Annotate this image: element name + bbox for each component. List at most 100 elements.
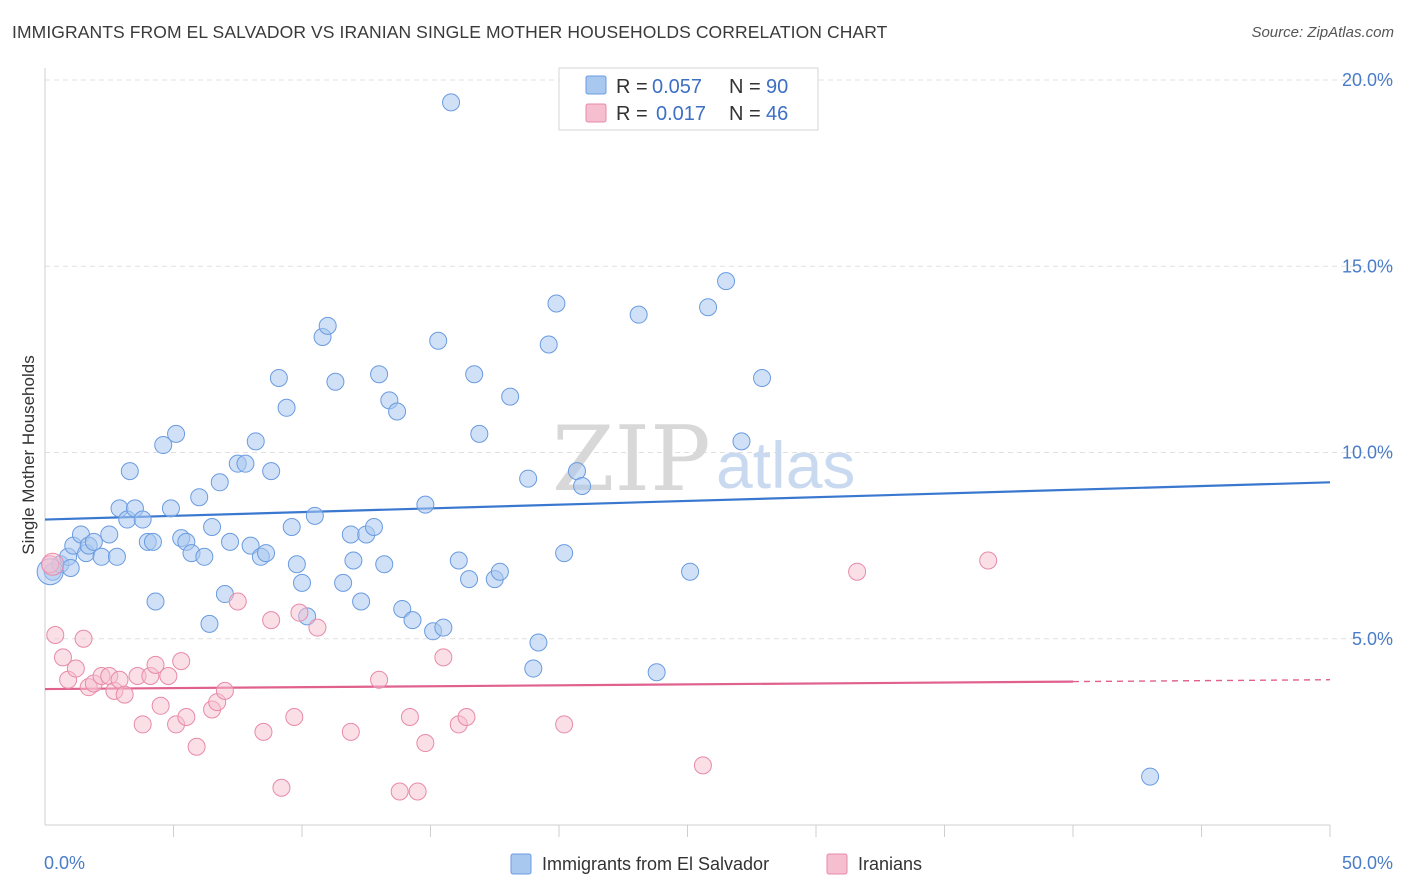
- iranians-point: [46, 626, 65, 645]
- legend-r-value-2: 0.017: [656, 103, 706, 125]
- el-salvador-point: [416, 495, 435, 514]
- el-salvador-point: [282, 518, 301, 536]
- iranians-point: [555, 715, 574, 734]
- el-salvador-point: [375, 555, 394, 574]
- el-salvador-point: [699, 298, 718, 317]
- el-salvador-point: [167, 424, 186, 443]
- iranians-point: [434, 648, 453, 667]
- iranians-point: [146, 655, 165, 674]
- legend-swatch-blue: [585, 75, 607, 95]
- el-salvador-point: [460, 570, 479, 589]
- legend-n-label-1: N =: [729, 76, 761, 98]
- source-credit: Source: ZipAtlas.com: [1251, 24, 1394, 41]
- y-tick-label: 15.0%: [1342, 256, 1393, 276]
- el-salvador-point: [334, 573, 353, 592]
- el-salvador-point: [143, 532, 162, 551]
- el-salvador-point: [629, 305, 648, 324]
- el-salvador-point: [262, 462, 281, 481]
- iranians-point: [390, 782, 409, 801]
- iranians-point: [308, 618, 327, 637]
- el-salvador-point: [647, 663, 666, 682]
- el-salvador-point: [529, 633, 548, 652]
- x-tick-labels: 0.0% 50.0%: [44, 853, 1393, 873]
- trend-lines: [44, 481, 1331, 691]
- iranians-point: [290, 603, 309, 622]
- el-salvador-point: [195, 547, 214, 566]
- bottom-legend-swatch-blue: [510, 853, 532, 875]
- el-salvador-point: [203, 518, 222, 536]
- x-tick-label-max: 50.0%: [1342, 853, 1393, 873]
- legend-n-value-2: 46: [766, 103, 788, 125]
- iranians-point: [74, 629, 93, 648]
- el-salvador-point: [434, 618, 453, 637]
- trend-line-iranians-extrapolated: [1072, 679, 1331, 683]
- el-salvador-point: [269, 369, 288, 387]
- el-salvador-point: [732, 432, 751, 451]
- el-salvador-point: [449, 551, 468, 570]
- bottom-legend-label-el-salvador: Immigrants from El Salvador: [542, 854, 769, 874]
- el-salvador-point: [107, 547, 126, 566]
- el-salvador-point: [133, 510, 152, 529]
- legend-n-value-1: 90: [766, 76, 788, 98]
- el-salvador-point: [442, 93, 461, 112]
- el-salvador-point: [388, 402, 407, 421]
- el-salvador-point: [210, 473, 229, 492]
- iranians-point: [285, 707, 304, 726]
- bottom-legend-label-iranians: Iranians: [858, 854, 922, 874]
- el-salvador-point: [221, 532, 240, 551]
- el-salvador-point: [573, 477, 592, 496]
- bottom-legend-swatch-pink: [826, 853, 848, 875]
- el-salvador-point: [318, 316, 337, 335]
- el-salvador-point: [190, 488, 209, 507]
- el-salvador-point: [364, 518, 383, 536]
- el-salvador-point: [161, 499, 180, 518]
- iranians-point: [979, 551, 998, 570]
- el-salvador-point: [681, 562, 700, 581]
- el-salvador-point: [154, 436, 173, 455]
- y-tick-label: 5.0%: [1352, 629, 1393, 649]
- iranians-point: [66, 659, 85, 678]
- iranians-point: [272, 778, 291, 797]
- el-salvador-point: [287, 555, 306, 574]
- series-legend: Immigrants from El Salvador Iranians: [510, 853, 922, 875]
- iranians-point: [215, 681, 234, 700]
- el-salvador-point: [519, 469, 538, 488]
- el-salvador-point: [146, 592, 165, 611]
- el-salvador-point: [539, 335, 558, 354]
- iranians-point: [408, 782, 427, 801]
- el-salvador-point: [293, 573, 311, 592]
- el-salvador-point: [344, 551, 363, 570]
- el-salvador-point: [403, 611, 422, 630]
- series-iranians-points: [41, 551, 998, 801]
- legend-n-label-2: N =: [729, 103, 761, 125]
- el-salvador-point: [352, 592, 371, 611]
- el-salvador-point: [341, 525, 360, 544]
- el-salvador-point: [717, 272, 736, 291]
- correlation-legend: R = 0.057 N = 90 R = 0.017 N = 46: [558, 67, 819, 131]
- iranians-point: [172, 652, 191, 671]
- el-salvador-point: [370, 365, 389, 384]
- iranians-point: [53, 648, 72, 667]
- watermark-zip: ZIP: [552, 407, 711, 512]
- iranians-point: [262, 611, 281, 630]
- y-tick-label: 20.0%: [1342, 70, 1393, 90]
- el-salvador-point: [257, 544, 276, 563]
- iranians-point: [159, 667, 178, 685]
- el-salvador-point: [277, 398, 296, 417]
- iranians-point: [370, 670, 389, 689]
- el-salvador-point: [555, 544, 574, 563]
- el-salvador-point: [326, 372, 345, 391]
- iranians-point: [187, 737, 206, 756]
- el-salvador-point: [465, 365, 484, 384]
- iranians-point: [151, 696, 170, 715]
- iranians-point: [400, 707, 419, 726]
- iranians-point: [416, 734, 435, 753]
- el-salvador-point: [490, 562, 509, 581]
- el-salvador-point: [524, 659, 543, 678]
- trend-line-iranians: [44, 680, 1074, 691]
- iranians-point: [177, 707, 196, 726]
- el-salvador-point: [200, 614, 219, 633]
- el-salvador-point: [429, 331, 448, 350]
- iranians-point: [115, 685, 134, 704]
